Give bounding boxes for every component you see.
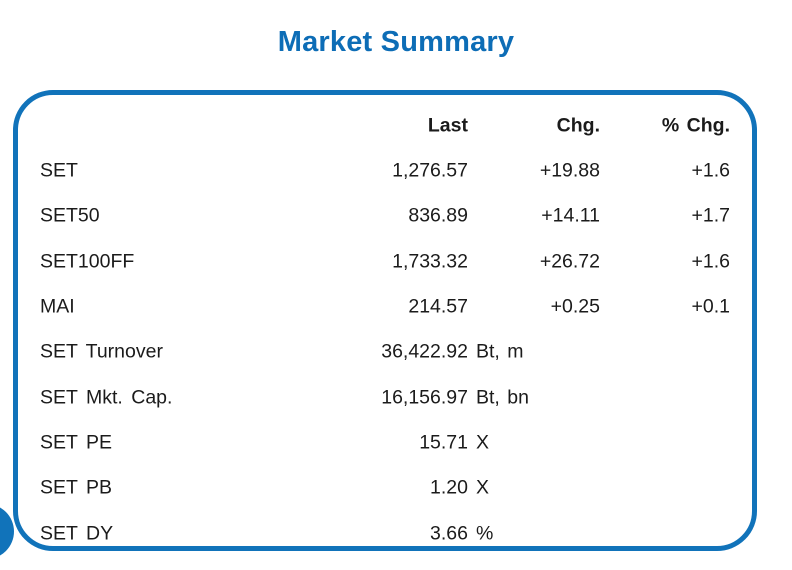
column-header-chg: Chg. xyxy=(556,114,600,137)
table-row-set: SET 1,276.57 +19.88 +1.6 xyxy=(18,148,752,193)
row-change-value: +19.88 xyxy=(539,159,600,182)
row-unit: Bt, m xyxy=(476,340,524,363)
table-row-set-pe: SET PE 15.71 X xyxy=(18,420,752,465)
row-label: SET100FF xyxy=(40,250,135,273)
row-label: SET Mkt. Cap. xyxy=(40,386,173,409)
table-row-set-turnover: SET Turnover 36,422.92 Bt, m xyxy=(18,330,752,375)
table-row-mai: MAI 214.57 +0.25 +0.1 xyxy=(18,284,752,329)
row-last-value: 836.89 xyxy=(408,204,468,227)
row-percent-change-value: +0.1 xyxy=(691,295,731,318)
row-label: MAI xyxy=(40,295,75,318)
row-label: SET Turnover xyxy=(40,340,163,363)
row-percent-change-value: +1.6 xyxy=(691,250,731,273)
row-change-value: +26.72 xyxy=(539,250,600,273)
market-summary-card: Last Chg. % Chg. SET 1,276.57 +19.88 +1.… xyxy=(13,90,757,551)
table-row-set-mkt-cap: SET Mkt. Cap. 16,156.97 Bt, bn xyxy=(18,375,752,420)
table-row-set-dy: SET DY 3.66 % xyxy=(18,511,752,556)
row-label: SET50 xyxy=(40,204,100,227)
row-change-value: +0.25 xyxy=(550,295,600,318)
table-header-row: Last Chg. % Chg. xyxy=(18,103,752,148)
column-header-pct-chg: % Chg. xyxy=(661,114,730,137)
row-unit: % xyxy=(476,522,494,545)
row-last-value: 15.71 xyxy=(419,431,468,454)
row-percent-change-value: +1.7 xyxy=(691,204,731,227)
row-last-value: 3.66 xyxy=(430,522,468,545)
page-title: Market Summary xyxy=(277,26,515,58)
row-unit: X xyxy=(476,431,490,454)
row-last-value: 36,422.92 xyxy=(381,340,468,363)
row-label: SET xyxy=(40,159,78,182)
corner-circle-decoration xyxy=(0,504,14,559)
row-unit: Bt, bn xyxy=(476,386,529,409)
row-last-value: 214.57 xyxy=(408,295,468,318)
row-unit: X xyxy=(476,476,490,499)
row-label: SET PE xyxy=(40,431,113,454)
row-last-value: 16,156.97 xyxy=(381,386,468,409)
table-row-set-pb: SET PB 1.20 X xyxy=(18,466,752,511)
market-summary-table: Last Chg. % Chg. SET 1,276.57 +19.88 +1.… xyxy=(18,103,752,556)
row-label: SET PB xyxy=(40,476,113,499)
row-last-value: 1,276.57 xyxy=(392,159,468,182)
table-row-set100ff: SET100FF 1,733.32 +26.72 +1.6 xyxy=(18,239,752,284)
column-header-last: Last xyxy=(427,114,468,137)
row-last-value: 1,733.32 xyxy=(392,250,468,273)
row-last-value: 1.20 xyxy=(430,476,468,499)
row-change-value: +14.11 xyxy=(541,204,600,227)
table-row-set50: SET50 836.89 +14.11 +1.7 xyxy=(18,194,752,239)
row-percent-change-value: +1.6 xyxy=(691,159,731,182)
row-label: SET DY xyxy=(40,522,114,545)
